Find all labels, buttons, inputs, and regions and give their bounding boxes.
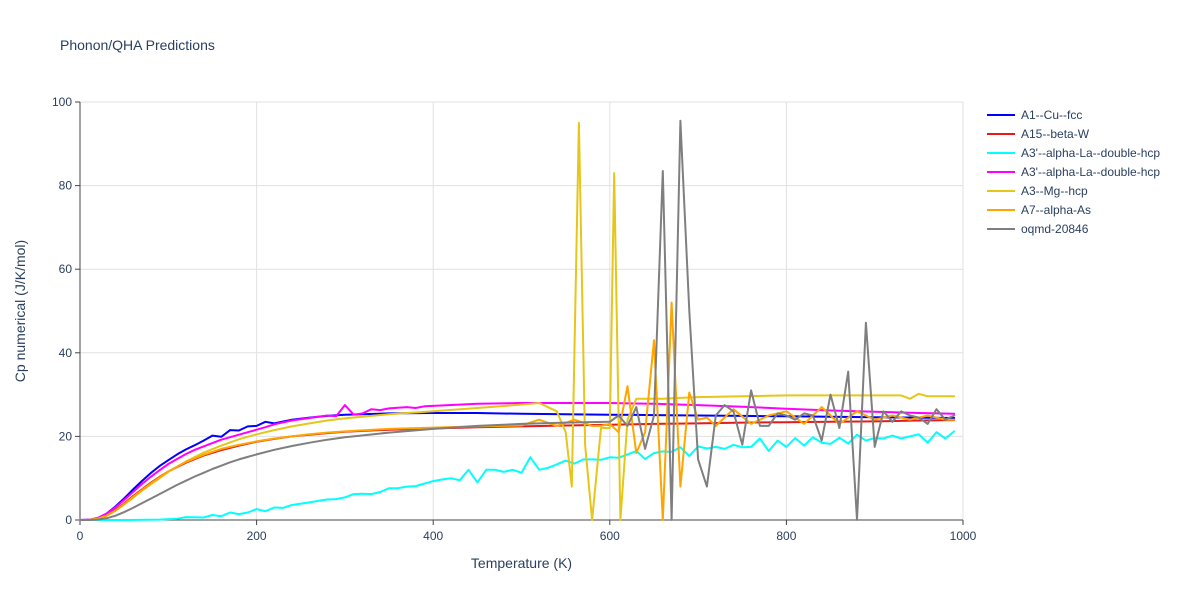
y-tick-label: 60 [59, 262, 73, 276]
y-tick-label: 40 [59, 346, 73, 360]
x-tick-label: 1000 [950, 529, 977, 543]
series-line-6[interactable] [79, 301, 956, 521]
y-tick-label: 100 [52, 95, 72, 109]
legend-item-3[interactable]: A3'--alpha-La--double-hcp [987, 146, 1160, 160]
grid-layer [80, 101, 964, 520]
x-axis-title: Temperature (K) [471, 555, 572, 571]
legend-item-7[interactable]: oqmd-20846 [987, 222, 1089, 236]
y-tick-label: 80 [59, 179, 73, 193]
series-line-7[interactable] [79, 119, 956, 521]
legend-label: oqmd-20846 [1021, 222, 1089, 236]
x-tick-label: 200 [247, 529, 267, 543]
series-layer[interactable] [79, 119, 956, 521]
series-line-3[interactable] [79, 430, 956, 521]
legend-item-2[interactable]: A15--beta-W [987, 127, 1090, 141]
legend-label: A15--beta-W [1021, 127, 1090, 141]
y-tick-label: 0 [65, 513, 72, 527]
chart-title: Phonon/QHA Predictions [60, 37, 215, 53]
legend-item-4[interactable]: A3'--alpha-La--double-hcp [987, 165, 1160, 179]
x-tick-label: 800 [776, 529, 796, 543]
legend-label: A1--Cu--fcc [1021, 108, 1082, 122]
axis-layer: 0 200 400 600 800 1000 0 20 40 60 80 100 [52, 95, 977, 543]
legend[interactable]: A1--Cu--fcc A15--beta-W A3'--alpha-La--dou… [987, 108, 1160, 236]
x-tick-label: 600 [600, 529, 620, 543]
plot-area: 0 200 400 600 800 1000 0 20 40 60 80 100 [52, 95, 977, 543]
plot-background [80, 102, 963, 520]
legend-item-5[interactable]: A3--Mg--hcp [987, 184, 1088, 198]
legend-label: A3--Mg--hcp [1021, 184, 1088, 198]
legend-item-1[interactable]: A1--Cu--fcc [987, 108, 1082, 122]
x-tick-label: 400 [423, 529, 443, 543]
x-tick-label: 0 [77, 529, 84, 543]
legend-label: A3'--alpha-La--double-hcp [1021, 165, 1160, 179]
legend-label: A3'--alpha-La--double-hcp [1021, 146, 1160, 160]
y-tick-label: 20 [59, 429, 73, 443]
legend-label: A7--alpha-As [1021, 203, 1091, 217]
y-axis-title: Cp numerical (J/K/mol) [12, 240, 28, 382]
legend-item-6[interactable]: A7--alpha-As [987, 203, 1091, 217]
